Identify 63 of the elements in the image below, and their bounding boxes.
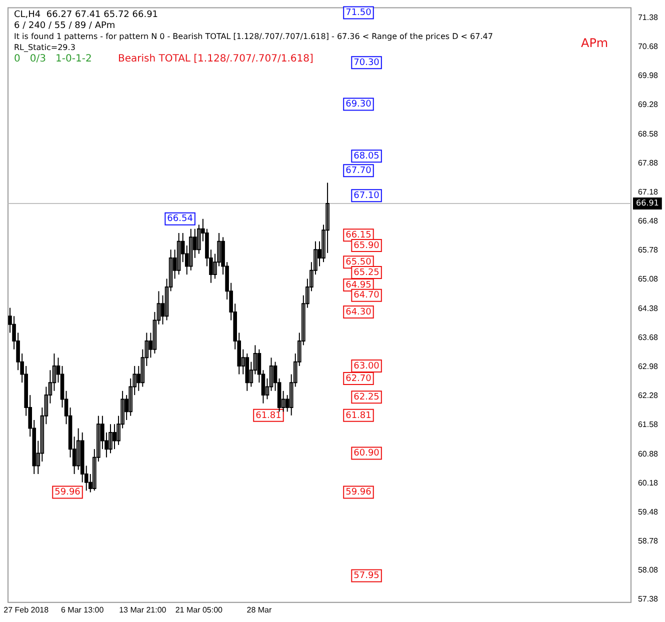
annotation: APm [580,36,608,50]
x-tick-label: 13 Mar 21:00 [119,605,167,614]
y-tick-label: 68.58 [638,129,659,138]
annotation: 67.70 [346,166,372,176]
y-tick-label: 71.38 [638,12,659,22]
annotation: 66.15 [346,230,372,240]
x-tick-label: 21 Mar 05:00 [175,605,224,614]
y-tick-label: 64.38 [638,304,659,313]
annotation: 60.90 [354,448,380,459]
annotation: 0 0/3 1-0-1-2 [14,53,92,64]
y-tick-label: 69.98 [638,71,659,80]
x-tick-label: 6 Mar 13:00 [61,605,104,614]
text: 6 / 240 / 55 / 89 / APm [14,21,116,32]
y-tick-label: 60.88 [638,449,659,458]
y-tick-label: 59.48 [638,507,659,516]
annotation: 70.30 [354,58,380,68]
y-tick-label: 58.78 [638,536,659,546]
chart-title: CL,H4 66.27 67.41 65.72 66.91 [14,10,158,20]
annotation: 66.54 [167,214,194,224]
y-tick-label: 61.58 [638,420,659,430]
y-tick-label: 69.28 [638,100,659,110]
annotation: 65.50 [346,257,372,268]
annotation: 59.96 [54,488,81,498]
annotation: 69.30 [346,100,372,110]
annotation: 64.30 [346,307,372,318]
candlestick [76,428,80,470]
candlestick [176,232,181,276]
annotation: It is found 1 patterns - for pattern N 0 - Bearish TOTAL [1.128/.707/.707/1.618] - 67.36 < Range of the prices D < 67.47 [14,32,493,41]
annotation: 62.70 [346,374,372,384]
annotation: 68.05 [354,151,380,162]
annotation: 65.90 [354,240,380,251]
y-tick-label: 66.48 [638,216,659,226]
candlestick [188,228,193,271]
candlestick [269,357,274,392]
annotation: 62.25 [354,392,380,402]
x-tick-label: 27 Feb 2018 [4,605,50,614]
ref-line-label: 66.91 [636,198,659,208]
y-tick-label: 67.88 [638,158,659,168]
annotation: 65.25 [354,268,380,278]
y-tick-label: 63.68 [638,332,659,342]
y-tick-label: 62.98 [638,362,659,372]
y-tick-label: 65.78 [638,246,659,255]
annotation: 67.10 [354,190,380,201]
annotation: 64.70 [354,290,380,301]
y-tick-label: 60.18 [638,478,659,488]
x-tick-label: 28 Mar [246,605,272,614]
annotation: RL_Static=29.3 [14,42,76,52]
y-tick-label: 57.38 [638,594,659,604]
candlestick [108,424,112,454]
annotation: 61.81 [346,410,372,421]
annotation: 64.95 [346,280,372,290]
y-tick-label: 62.28 [638,391,659,400]
annotation: 59.96 [346,488,372,498]
annotation: 57.95 [354,571,380,582]
candlestick [52,353,56,392]
y-tick-label: 58.08 [638,566,659,575]
y-tick-label: 67.18 [638,187,659,196]
annotation: 61.81 [256,410,282,421]
y-tick-label: 70.68 [638,42,659,52]
y-tick-label: 65.08 [638,274,659,284]
annotation: Bearish TOTAL [1.128/.707/.707/1.618] [118,53,314,64]
annotation: 63.00 [354,361,380,372]
annotation: 71.50 [346,8,372,18]
